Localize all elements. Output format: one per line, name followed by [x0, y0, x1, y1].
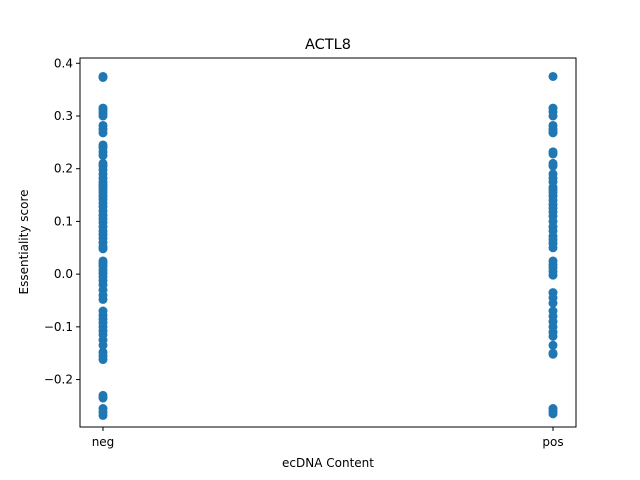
y-tick-label: 0.2: [54, 162, 73, 176]
x-axis-label: ecDNA Content: [282, 456, 374, 470]
data-point-neg-57: [98, 340, 108, 350]
data-point-pos-35: [548, 270, 558, 280]
data-point-pos-3: [548, 111, 558, 121]
chart-title: ACTL8: [305, 37, 351, 53]
y-tick-label: 0.0: [54, 267, 73, 281]
data-point-neg-1: [98, 73, 108, 82]
data-point-neg-5: [98, 111, 108, 121]
y-tick-label: −0.1: [44, 320, 73, 334]
data-point-neg-60: [98, 355, 108, 365]
y-tick-label: −0.2: [44, 373, 73, 387]
data-point-pos-7: [548, 128, 558, 138]
data-point-pos-45: [548, 340, 558, 350]
y-axis-label: Essentiality score: [17, 190, 31, 295]
data-point-pos-0: [548, 71, 558, 81]
data-point-neg-48: [98, 294, 108, 304]
plot-frame: [79, 57, 577, 428]
data-point-neg-37: [98, 244, 108, 254]
data-point-pos-30: [548, 243, 558, 253]
data-point-pos-50: [548, 409, 558, 419]
data-point-neg-65: [98, 410, 108, 420]
x-tick-label-pos: pos: [542, 435, 563, 449]
data-point-pos-11: [548, 161, 558, 171]
y-tick-label: 0.3: [54, 109, 73, 123]
data-point-neg-62: [98, 393, 108, 403]
data-point-pos-38: [548, 298, 558, 308]
axes-layer: −0.2 −0.1 0.0 0.1 0.2 0.3 0.4 neg pos: [44, 56, 577, 449]
data-point-pos-9: [548, 149, 558, 159]
y-tick-label: 0.1: [54, 214, 73, 228]
y-tick-label: 0.4: [54, 56, 73, 70]
data-point-pos-44: [548, 331, 558, 341]
x-tick-label-neg: neg: [92, 435, 115, 449]
data-point-neg-12: [98, 151, 108, 161]
data-point-pos-47: [548, 349, 558, 359]
data-point-neg-8: [98, 128, 108, 138]
points-layer: [98, 71, 558, 420]
